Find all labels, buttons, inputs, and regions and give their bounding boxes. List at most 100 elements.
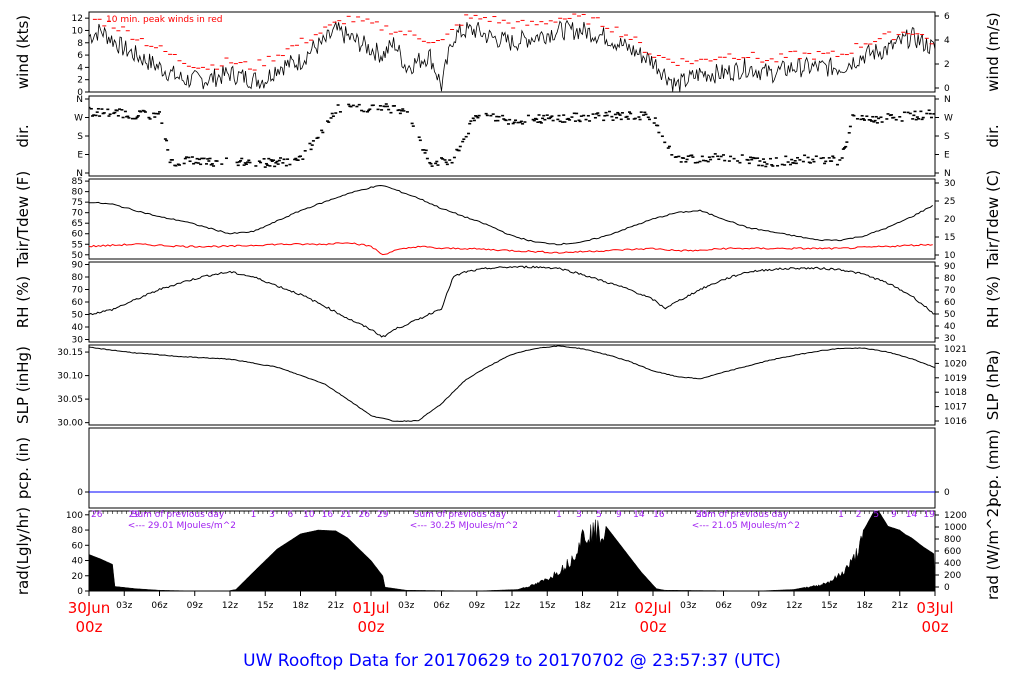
- rad-sky-label: 16: [322, 510, 334, 520]
- daily-sum-value: <--- 29.01 MJoules/m^2: [128, 521, 236, 531]
- daily-sum-title: Sum of previous day: [696, 510, 789, 520]
- dir-left-label: dir.: [14, 124, 32, 147]
- slp-right-tick: 1016: [944, 417, 967, 427]
- wind-right-tick: 2: [944, 60, 950, 70]
- dir-left-tick: N: [76, 169, 83, 179]
- radiation-area: [89, 511, 935, 591]
- rad-sky-label: 26: [359, 510, 371, 520]
- rad-sky-label: 10: [303, 510, 315, 520]
- pcp-right-label: pcp. (mm): [984, 429, 1002, 507]
- x-hour-label: 09z: [469, 601, 485, 611]
- rad-right-tick: 1000: [944, 523, 967, 533]
- x-hour-label: 06z: [151, 601, 167, 611]
- rh-right-tick: 50: [944, 310, 956, 320]
- x-day-hour: 00z: [358, 618, 385, 636]
- rad-left-label: rad(Lgly/hr): [14, 507, 32, 595]
- rh-left-tick: 40: [72, 323, 84, 333]
- rad-sky-label: 3: [576, 510, 582, 520]
- panel-slp: SLP (inHg) SLP (hPa) 30.00 30.05 30.10 30.15 1…: [14, 344, 1002, 429]
- wind-left-tick: 0: [77, 88, 83, 98]
- dir-frame: [88, 95, 936, 177]
- slp-left-tick: 30.15: [57, 348, 83, 358]
- rh-left-tick: 50: [72, 311, 84, 321]
- temp-plot: [89, 184, 934, 256]
- x-hour-label: 06z: [433, 601, 449, 611]
- x-hour-label: 21z: [328, 601, 344, 611]
- rad-plot: [89, 511, 935, 591]
- rad-right-tick: 200: [944, 571, 961, 581]
- temp-left-tick: 50: [72, 251, 84, 261]
- rad-sky-label: 9: [616, 510, 622, 520]
- daily-sum-value: <--- 30.25 MJoules/m^2: [410, 521, 518, 531]
- x-day-hour: 00z: [76, 618, 103, 636]
- rad-left-tick: 0: [77, 587, 83, 597]
- x-hour-label: 18z: [856, 601, 872, 611]
- wind-frame: [88, 11, 936, 93]
- wind-right-tick: 4: [944, 36, 950, 46]
- temp-left-tick: 55: [72, 240, 83, 250]
- rh-left-tick: 30: [72, 336, 84, 346]
- temp-right-label: Tair/Tdew (C): [984, 170, 1002, 269]
- rad-sky-label: 19: [923, 510, 935, 520]
- rad-sky-label: 29: [377, 510, 389, 520]
- temp-left-tick: 75: [72, 198, 83, 208]
- rad-right-tick: 0: [944, 583, 950, 593]
- rh-left-tick: 60: [72, 298, 84, 308]
- wind-left-tick: 8: [77, 39, 83, 49]
- daily-sum-title: Sum of previous day: [132, 510, 225, 520]
- temp-left-tick: 70: [72, 209, 84, 219]
- wind-right-tick: 6: [944, 12, 950, 22]
- rh-right-tick: 80: [944, 274, 956, 284]
- rad-right-tick: 800: [944, 535, 961, 545]
- rad-edge-label: 26: [91, 510, 103, 520]
- temp-right-tick: 25: [944, 197, 955, 207]
- temp-left-tick: 65: [72, 219, 83, 229]
- x-hour-label: 09z: [187, 601, 203, 611]
- wind-left-tick: 6: [77, 51, 83, 61]
- rad-sky-label: 1: [251, 510, 257, 520]
- slp-right-tick: 1017: [944, 403, 967, 413]
- slp-frame: [88, 344, 936, 426]
- rad-sky-label: 21: [340, 510, 351, 520]
- rad-edge-label: 25: [696, 510, 707, 520]
- rad-sky-label: 14: [906, 510, 918, 520]
- rad-sky-label: 2: [856, 510, 862, 520]
- rad-right-tick: 600: [944, 547, 961, 557]
- rad-edge-label: 29: [129, 510, 141, 520]
- rad-sky-label: 5: [873, 510, 879, 520]
- rh-right-tick: 90: [944, 262, 956, 272]
- daily-sum-title: Sum of previous day: [414, 510, 507, 520]
- pcp-left-label: pcp. (in): [14, 437, 32, 499]
- dir-left-tick: E: [77, 151, 83, 161]
- x-hour-label: 21z: [892, 601, 908, 611]
- rad-sky-label: 1: [556, 510, 562, 520]
- slp-right-tick: 1021: [944, 345, 967, 355]
- peak-wind-annotation: 10 min. peak winds in red: [106, 15, 223, 25]
- panel-rad: rad(Lgly/hr) rad (W/m^2)02040608010002004…: [14, 502, 1002, 600]
- dir-right-tick: N: [944, 169, 951, 179]
- rh-left-label: RH (%): [14, 276, 32, 328]
- rad-sky-label: 16: [653, 510, 665, 520]
- rh-left-tick: 80: [72, 273, 84, 283]
- slp-left-tick: 30.00: [57, 419, 83, 429]
- rh-left-tick: 90: [72, 261, 84, 271]
- slp-left-label: SLP (inHg): [14, 346, 32, 424]
- rh-plot: [89, 265, 935, 338]
- slp-right-tick: 1019: [944, 374, 967, 384]
- rad-sky-label: 5: [596, 510, 602, 520]
- dir-right-tick: N: [944, 95, 951, 105]
- dir-plot: [89, 103, 935, 168]
- x-day-hour: 00z: [922, 618, 949, 636]
- x-day-date: 01Jul: [352, 599, 389, 617]
- x-hour-label: 21z: [610, 601, 626, 611]
- wind-right-tick: 0: [944, 84, 950, 94]
- x-hour-label: 09z: [751, 601, 767, 611]
- panel-pcp: pcp. (in) pcp. (mm) 0 0: [14, 427, 1002, 509]
- temp-frame: [88, 178, 936, 260]
- rh-line: [89, 265, 935, 338]
- temp-left-tick: 80: [72, 188, 84, 198]
- slp-line: [89, 345, 935, 422]
- rad-right-tick: 400: [944, 559, 961, 569]
- pcp-right-tick: 0: [944, 488, 950, 498]
- x-hour-label: 12z: [222, 601, 238, 611]
